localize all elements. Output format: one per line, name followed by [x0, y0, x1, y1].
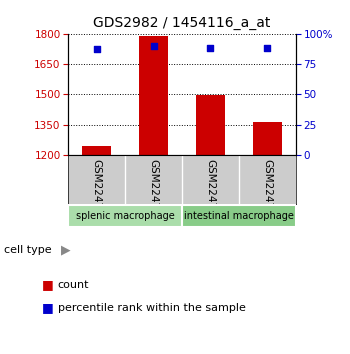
Bar [196, 95, 225, 155]
Point [208, 45, 213, 51]
Text: ▶: ▶ [61, 243, 71, 256]
Text: ■: ■ [42, 279, 54, 291]
Title: GDS2982 / 1454116_a_at: GDS2982 / 1454116_a_at [93, 16, 271, 30]
Text: cell type: cell type [4, 245, 51, 255]
Point [151, 43, 156, 48]
Text: splenic macrophage: splenic macrophage [76, 211, 175, 221]
Bar [139, 36, 168, 155]
Text: GSM224734: GSM224734 [205, 159, 216, 223]
Point [94, 47, 99, 52]
Text: percentile rank within the sample: percentile rank within the sample [58, 303, 246, 313]
Text: intestinal macrophage: intestinal macrophage [184, 211, 294, 221]
Bar [253, 122, 281, 155]
Text: GSM224736: GSM224736 [262, 159, 272, 223]
Text: ■: ■ [42, 302, 54, 314]
Text: count: count [58, 280, 89, 290]
Bar [83, 146, 111, 155]
Bar [182, 205, 296, 227]
Point [265, 45, 270, 51]
Bar [68, 205, 182, 227]
Text: GSM224733: GSM224733 [92, 159, 102, 223]
Text: GSM224735: GSM224735 [148, 159, 159, 223]
